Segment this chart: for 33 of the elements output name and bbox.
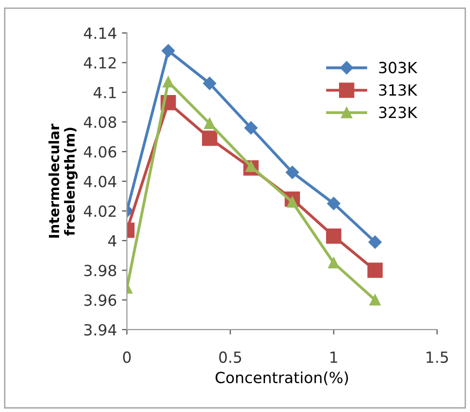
point	[286, 166, 299, 179]
legend-label: 323K	[379, 106, 418, 118]
point	[203, 76, 216, 90]
y-axis-title: Intermolecular freelength(m)	[48, 124, 78, 238]
point	[204, 118, 216, 129]
y-tick-label: 4.14	[84, 28, 116, 39]
y-tick-label: 3.96	[84, 294, 116, 306]
point	[368, 236, 382, 249]
point	[327, 196, 340, 210]
y-tick-label: 4	[108, 235, 116, 246]
point	[370, 294, 381, 306]
point	[162, 76, 174, 88]
point	[162, 44, 175, 58]
y-tick-label: 4.12	[84, 57, 116, 68]
x-tick-label: 0.5	[219, 351, 242, 363]
y-tick-label: 4.08	[84, 116, 116, 128]
x-axis-title: Concentration(%)	[216, 371, 348, 386]
point	[326, 228, 342, 244]
legend-label: 313K	[379, 84, 418, 96]
point	[367, 262, 383, 278]
y-tick-label: 4.02	[84, 205, 116, 217]
point	[244, 121, 258, 134]
point	[202, 130, 218, 146]
x-tick-label: 1.5	[426, 352, 448, 363]
y-tick-label: 4.06	[84, 146, 116, 158]
y-tick-label: 4.04	[84, 176, 116, 188]
y-tick-label: 4.1	[94, 86, 116, 98]
x-tick-label: 0	[123, 351, 131, 363]
y-tick-label: 3.98	[84, 264, 116, 276]
legend-label: 303K	[379, 62, 418, 74]
y-tick-label: 3.94	[84, 324, 116, 336]
x-tick-label: 1	[330, 352, 338, 363]
point	[328, 257, 340, 268]
